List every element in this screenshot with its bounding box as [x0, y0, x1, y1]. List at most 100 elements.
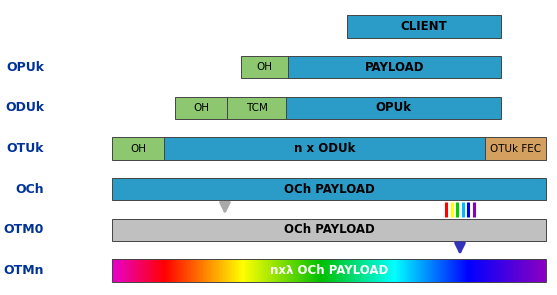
Bar — [388, 259, 390, 282]
Bar — [187, 259, 189, 282]
Bar — [310, 259, 312, 282]
Bar — [485, 137, 546, 160]
Bar — [203, 259, 205, 282]
Bar — [122, 259, 124, 282]
Bar — [193, 259, 195, 282]
Bar — [466, 259, 468, 282]
Bar — [131, 259, 133, 282]
Bar — [469, 259, 471, 282]
Bar — [174, 259, 176, 282]
Bar — [455, 259, 457, 282]
Bar — [194, 259, 196, 282]
Bar — [436, 259, 438, 282]
Bar — [514, 259, 516, 282]
Bar — [471, 259, 472, 282]
Bar — [347, 15, 501, 38]
Bar — [197, 259, 199, 282]
Bar — [160, 259, 162, 282]
Bar — [261, 259, 263, 282]
Bar — [364, 259, 365, 282]
Bar — [265, 259, 267, 282]
Bar — [329, 259, 331, 282]
Bar — [213, 259, 215, 282]
Bar — [119, 259, 121, 282]
Bar — [255, 259, 257, 282]
Bar — [303, 259, 305, 282]
Bar — [476, 259, 478, 282]
Bar — [293, 259, 295, 282]
Bar — [222, 259, 224, 282]
Bar — [488, 259, 490, 282]
Bar — [342, 259, 344, 282]
Bar — [218, 259, 219, 282]
Bar — [444, 259, 447, 282]
Bar — [492, 259, 494, 282]
Text: OH: OH — [256, 62, 272, 72]
Bar — [241, 259, 242, 282]
Bar — [175, 259, 178, 282]
Bar — [540, 259, 542, 282]
Bar — [458, 259, 460, 282]
Bar — [348, 259, 350, 282]
Bar — [371, 259, 373, 282]
Bar — [393, 259, 394, 282]
Bar — [491, 259, 493, 282]
Bar — [221, 259, 222, 282]
Bar — [200, 259, 202, 282]
Bar — [286, 259, 287, 282]
Bar — [427, 259, 429, 282]
Text: OTMn: OTMn — [3, 264, 44, 277]
Bar — [490, 259, 491, 282]
Bar — [316, 259, 318, 282]
Bar — [330, 259, 332, 282]
Bar — [385, 259, 387, 282]
Text: nxλ OCh PAYLOAD: nxλ OCh PAYLOAD — [270, 264, 388, 277]
Bar — [480, 259, 481, 282]
Bar — [475, 259, 477, 282]
Bar — [319, 259, 321, 282]
Text: TCM: TCM — [246, 103, 267, 113]
Bar — [358, 259, 360, 282]
Bar — [367, 259, 368, 282]
Bar — [494, 259, 496, 282]
Bar — [368, 259, 370, 282]
Bar — [296, 259, 297, 282]
Bar — [447, 259, 449, 282]
Bar — [284, 259, 286, 282]
Bar — [315, 259, 316, 282]
Bar — [517, 259, 519, 282]
Bar — [282, 259, 285, 282]
Bar — [372, 259, 374, 282]
Bar — [139, 259, 141, 282]
Bar — [175, 97, 227, 119]
Bar — [524, 259, 526, 282]
Bar — [397, 259, 399, 282]
Bar — [313, 259, 315, 282]
Bar — [541, 259, 544, 282]
Bar — [505, 259, 507, 282]
Bar — [144, 259, 145, 282]
Bar — [170, 259, 172, 282]
Bar — [151, 259, 153, 282]
Bar — [429, 259, 431, 282]
Bar — [182, 259, 183, 282]
Bar — [439, 259, 441, 282]
Bar — [526, 259, 527, 282]
Text: OPUk: OPUk — [375, 101, 411, 114]
Bar — [485, 259, 487, 282]
Bar — [214, 259, 217, 282]
Bar — [267, 259, 268, 282]
Bar — [451, 259, 452, 282]
Bar — [520, 259, 522, 282]
Bar — [531, 259, 533, 282]
Bar — [495, 259, 497, 282]
Bar — [487, 259, 488, 282]
Bar — [355, 259, 357, 282]
Bar — [260, 259, 261, 282]
Bar — [306, 259, 307, 282]
Bar — [272, 259, 275, 282]
Bar — [142, 259, 144, 282]
Bar — [394, 259, 396, 282]
Bar — [400, 259, 402, 282]
Bar — [443, 259, 445, 282]
